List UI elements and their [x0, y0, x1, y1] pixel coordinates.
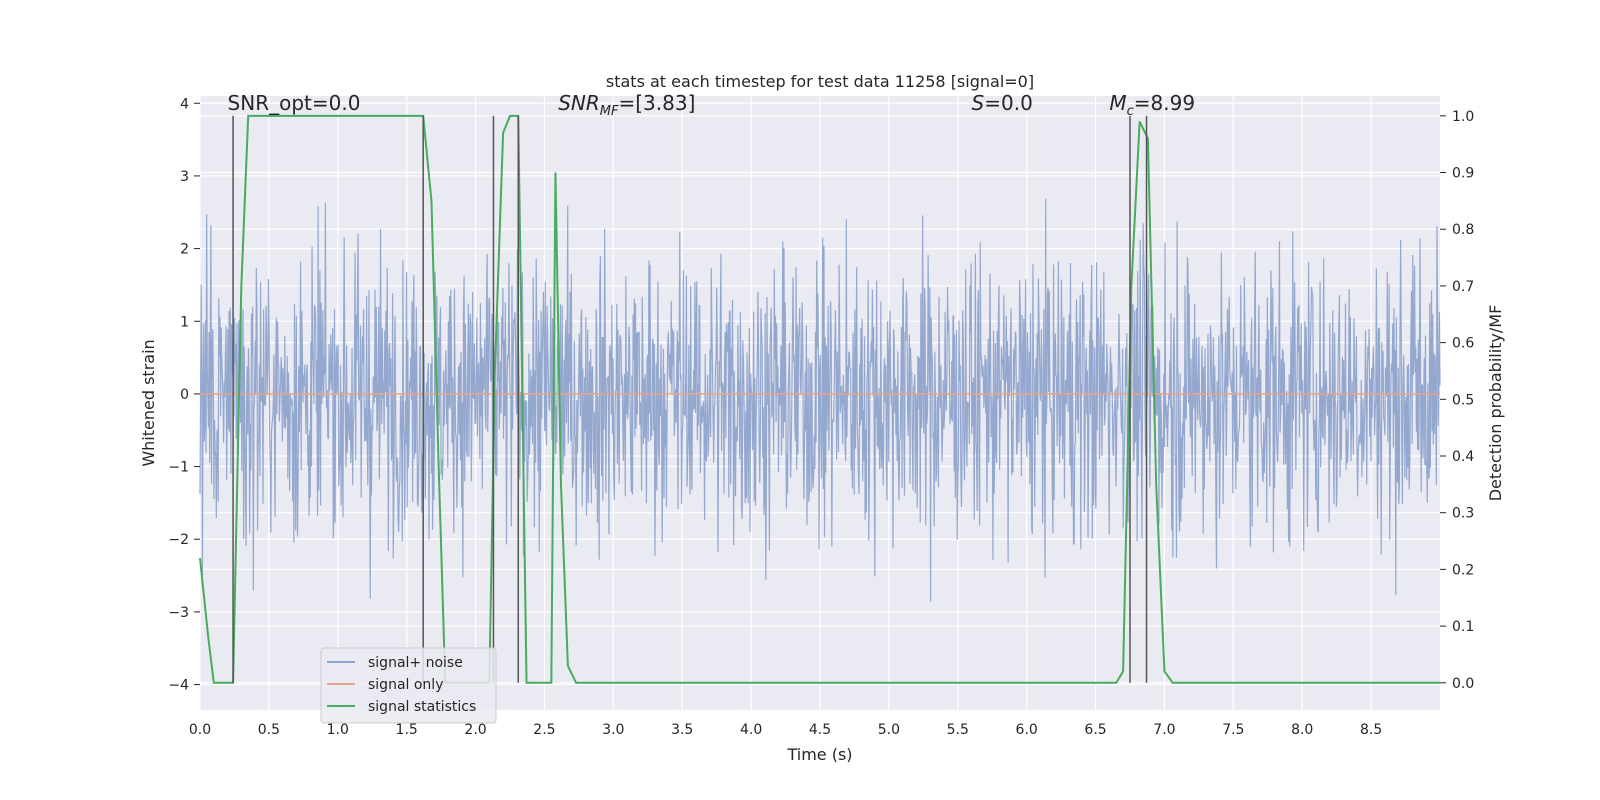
x-tick-label: 5.5 — [947, 722, 969, 738]
y-tick-label: −1 — [168, 460, 189, 476]
x-tick-label: 8.0 — [1291, 722, 1313, 738]
y-tick-label: 0 — [180, 387, 189, 403]
annotation-snr_mf: SNRMF=[3.83] — [558, 91, 695, 119]
annotation-mc: Mc=8.99 — [1109, 91, 1195, 119]
x-tick-label: 4.0 — [740, 722, 762, 738]
y2-axis-label: Detection probability/MF — [1486, 305, 1505, 502]
x-tick-label: 6.0 — [1016, 722, 1038, 738]
legend-label-signal-statistics: signal statistics — [368, 699, 476, 715]
noise-line — [199, 198, 1441, 602]
x-tick-label: 0.0 — [189, 722, 211, 738]
marker-vertical-lines — [232, 115, 1148, 683]
y-axis-ticks: 4 3 2 1 0 −1 −2 −3 −4 — [168, 96, 200, 694]
legend-frame — [320, 647, 497, 724]
y2-tick-label: 0.6 — [1452, 336, 1474, 352]
y-tick-label: −3 — [168, 605, 189, 621]
x-tick-label: 7.5 — [1222, 722, 1244, 738]
x-tick-label: 3.5 — [671, 722, 693, 738]
y-tick-label: −2 — [168, 532, 189, 548]
y-tick-label: −4 — [168, 678, 189, 694]
y2-tick-label: 0.8 — [1452, 222, 1474, 238]
y2-tick-label: 0.9 — [1452, 166, 1474, 182]
x-tick-label: 7.0 — [1153, 722, 1175, 738]
x-tick-label: 4.5 — [809, 722, 831, 738]
x-tick-label: 1.5 — [396, 722, 418, 738]
annotations: SNR_opt=0.0 SNRMF=[3.83] S=0.0 Mc=8.99 — [228, 91, 1195, 119]
x-tick-label: 8.5 — [1360, 722, 1382, 738]
y-tick-label: 4 — [180, 96, 189, 112]
chart-title: stats at each timestep for test data 112… — [606, 72, 1034, 91]
x-axis-label: Time (s) — [786, 745, 852, 764]
y2-tick-label: 0.5 — [1452, 392, 1474, 408]
legend: signal+ noise signal only signal statist… — [320, 647, 497, 724]
x-tick-label: 5.0 — [878, 722, 900, 738]
y2-tick-label: 0.2 — [1452, 562, 1474, 578]
y2-tick-label: 0.1 — [1452, 619, 1474, 635]
x-tick-label: 1.0 — [327, 722, 349, 738]
y-tick-label: 2 — [180, 242, 189, 258]
series-signal-statistics — [199, 114, 1440, 684]
y-tick-label: 3 — [180, 169, 189, 185]
annotation-snr_opt: SNR_opt=0.0 — [228, 91, 361, 115]
series-signal-plus-noise — [199, 198, 1441, 602]
annotation-s: S=0.0 — [972, 91, 1033, 115]
legend-label-signal-plus-noise: signal+ noise — [368, 655, 463, 671]
y2-axis-ticks: 1.0 0.9 0.8 0.7 0.6 0.5 0.4 0.3 0.2 0.1 0.0 — [1440, 109, 1474, 692]
y2-tick-label: 0.7 — [1452, 279, 1474, 295]
x-tick-label: 3.0 — [602, 722, 624, 738]
x-axis-ticks: 0.0 0.5 1.0 1.5 2.0 2.5 3.0 3.5 4.0 4.5 5.0 5.5 6.0 6… — [189, 722, 1382, 738]
y2-tick-label: 0.0 — [1452, 676, 1474, 692]
legend-label-signal-only: signal only — [368, 677, 443, 693]
y-axis-label: Whitened strain — [139, 339, 158, 466]
y2-tick-label: 0.4 — [1452, 449, 1474, 465]
y-tick-label: 1 — [180, 314, 189, 330]
y2-tick-label: 1.0 — [1452, 109, 1474, 125]
x-tick-label: 2.0 — [464, 722, 486, 738]
x-tick-label: 6.5 — [1084, 722, 1106, 738]
signal-statistics-line — [199, 114, 1440, 684]
y2-tick-label: 0.3 — [1452, 506, 1474, 522]
x-tick-label: 2.5 — [533, 722, 555, 738]
x-tick-label: 0.5 — [258, 722, 280, 738]
